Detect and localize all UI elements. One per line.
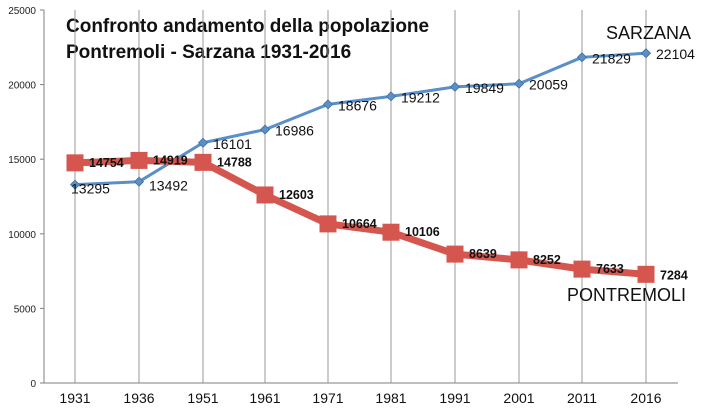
point-pontremoli-1936	[130, 151, 148, 169]
data-label-sarzana-1971: 18676	[338, 97, 377, 113]
point-pontremoli-1991	[446, 245, 464, 263]
point-sarzana-1961	[259, 124, 271, 135]
x-tick-label: 1961	[249, 390, 280, 406]
x-tick-label: 1931	[59, 390, 90, 406]
data-label-sarzana-1936: 13492	[149, 178, 188, 194]
data-label-pontremoli-1991: 8639	[469, 247, 497, 261]
point-sarzana-2011	[576, 52, 588, 63]
y-tick-label: 10000	[8, 230, 36, 241]
point-pontremoli-2001	[510, 251, 528, 269]
data-label-pontremoli-1971: 10664	[342, 217, 377, 231]
data-label-sarzana-1931: 13295	[71, 181, 110, 197]
point-pontremoli-1931	[66, 154, 84, 172]
data-label-sarzana-1961: 16986	[275, 123, 314, 139]
point-sarzana-1936	[133, 176, 145, 187]
data-label-sarzana-2011: 21829	[592, 50, 631, 66]
point-pontremoli-2016	[637, 265, 655, 283]
data-label-pontremoli-2001: 8252	[533, 253, 561, 267]
point-sarzana-2001	[513, 78, 525, 89]
data-label-sarzana-2001: 20059	[529, 77, 568, 93]
chart-title-line2: Pontremoli - Sarzana 1931-2016	[66, 42, 352, 63]
data-label-sarzana-2016: 22104	[656, 46, 695, 62]
data-label-sarzana-1991: 19849	[465, 80, 504, 96]
y-tick-label: 25000	[8, 6, 36, 17]
y-tick-label: 0	[30, 379, 36, 390]
point-pontremoli-1961	[256, 186, 274, 204]
data-label-pontremoli-1961: 12603	[279, 188, 314, 202]
point-sarzana-2016	[640, 48, 652, 59]
data-label-pontremoli-2016: 7284	[660, 268, 688, 282]
point-pontremoli-1951	[194, 153, 212, 171]
data-label-pontremoli-1981: 10106	[405, 225, 440, 239]
x-tick-label: 1951	[187, 390, 218, 406]
chart-title-line1: Confronto andamento della popolazione	[66, 16, 430, 37]
x-tick-label: 1936	[123, 390, 154, 406]
y-tick-label: 15000	[8, 155, 36, 166]
data-label-pontremoli-1936: 14919	[153, 153, 188, 167]
series-line-pontremoli	[74, 156, 647, 278]
series-name-sarzana: SARZANA	[606, 23, 691, 43]
point-sarzana-1931	[69, 179, 81, 190]
point-pontremoli-1971	[319, 215, 337, 233]
point-sarzana-1951	[197, 137, 209, 148]
y-tick-label: 20000	[8, 81, 36, 92]
data-label-pontremoli-1931: 14754	[89, 156, 124, 170]
data-label-pontremoli-1951: 14788	[217, 155, 252, 169]
x-tick-label: 2016	[630, 390, 661, 406]
point-pontremoli-2011	[573, 260, 591, 278]
point-sarzana-1991	[449, 81, 461, 92]
point-sarzana-1981	[385, 91, 397, 102]
point-pontremoli-1981	[382, 223, 400, 241]
data-label-pontremoli-2011: 7633	[596, 262, 624, 276]
x-tick-label: 2011	[567, 390, 597, 406]
x-tick-label: 1981	[375, 390, 406, 406]
data-label-sarzana-1981: 19212	[401, 89, 440, 105]
x-tick-label: 2001	[503, 390, 534, 406]
x-tick-label: 1971	[312, 390, 343, 406]
series-name-pontremoli: PONTREMOLI	[567, 285, 686, 305]
y-tick-label: 5000	[14, 304, 37, 315]
x-tick-label: 1991	[439, 390, 470, 406]
data-label-sarzana-1951: 16101	[213, 136, 252, 152]
point-sarzana-1971	[322, 99, 334, 110]
